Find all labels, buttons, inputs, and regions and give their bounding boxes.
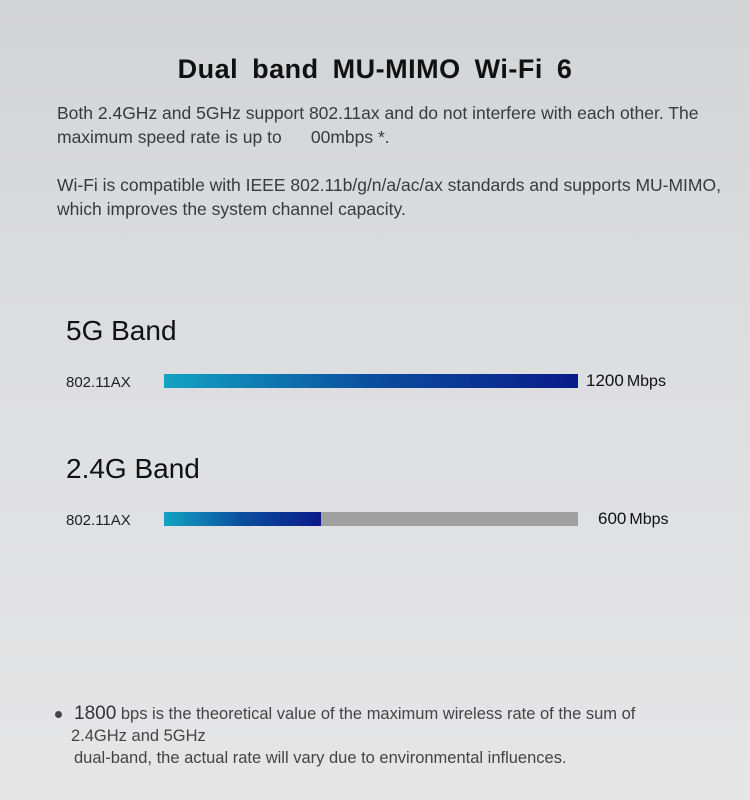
standard-label-5g: 802.11AX	[66, 374, 131, 391]
page-title: Dual band MU-MIMO Wi-Fi 6	[177, 54, 573, 84]
speed-value-5g: 1200 Mbps	[586, 371, 666, 391]
bar-track-5g	[164, 374, 578, 388]
standard-label-24g: 802.11AX	[66, 512, 131, 529]
intro-paragraph: Both 2.4GHz and 5GHz support 802.11ax an…	[57, 103, 704, 147]
footnote-line1: bps is the theoretical value of the maxi…	[120, 705, 636, 723]
footnote: 1800 bps is the theoretical value of the…	[55, 703, 725, 769]
bar-fill-24g	[164, 512, 322, 526]
compatibility-paragraph: Wi-Fi is compatible with IEEE 802.11b/g/…	[57, 175, 721, 219]
footnote-line3: dual-band, the actual rate will vary due…	[74, 749, 567, 767]
bar-fill-5g	[164, 374, 578, 388]
band-title-24g: 2.4G Band	[66, 453, 200, 484]
footnote-number: 1800	[74, 703, 117, 724]
speed-unit: Mbps	[629, 511, 669, 528]
speed-value-24g: 600 Mbps	[598, 509, 669, 529]
band-title-5g: 5G Band	[66, 315, 177, 346]
bullet-icon	[55, 711, 62, 719]
speed-number: 1200	[586, 371, 624, 390]
footnote-line2: 2.4GHz and 5GHz	[71, 727, 206, 745]
speed-unit: Mbps	[626, 373, 666, 390]
bar-track-24g	[164, 512, 578, 526]
speed-number: 600	[598, 509, 627, 528]
